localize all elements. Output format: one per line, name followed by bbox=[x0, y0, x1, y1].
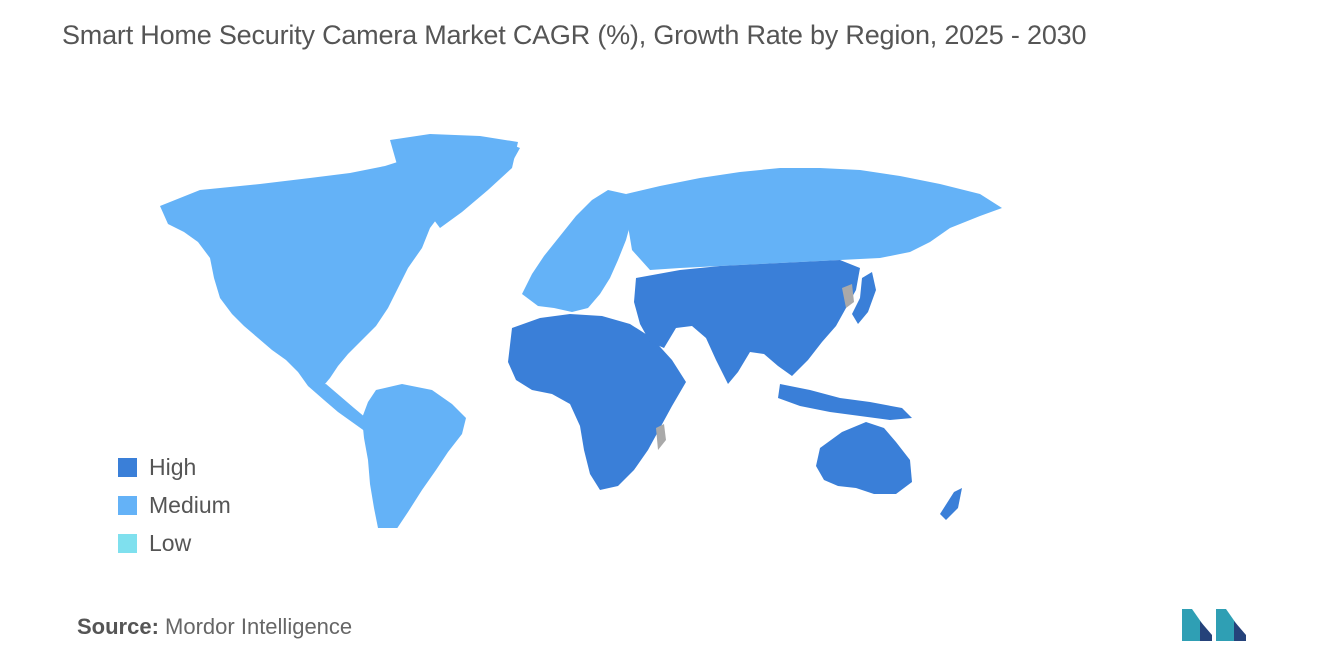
region-asia bbox=[634, 260, 860, 384]
legend-item-low: Low bbox=[118, 524, 231, 562]
legend-label-high: High bbox=[149, 453, 197, 480]
region-japan bbox=[852, 272, 876, 324]
region-korea bbox=[842, 284, 854, 308]
legend-label-low: Low bbox=[149, 529, 192, 556]
legend-swatch-medium bbox=[118, 495, 137, 515]
source-line: Source: Mordor Intelligence bbox=[77, 614, 352, 640]
region-madagascar bbox=[656, 424, 666, 450]
legend-swatch-high bbox=[118, 457, 137, 477]
region-europe bbox=[522, 190, 632, 312]
region-africa bbox=[508, 314, 686, 490]
world-map bbox=[160, 134, 1002, 528]
legend-item-medium: Medium bbox=[118, 486, 231, 524]
region-greenland bbox=[390, 134, 518, 228]
legend-label-medium: Medium bbox=[149, 491, 231, 518]
region-central-america bbox=[308, 384, 374, 432]
region-new-zealand bbox=[940, 488, 962, 520]
legend: High Medium Low bbox=[118, 448, 231, 562]
source-text: Mordor Intelligence bbox=[165, 614, 353, 639]
region-australia bbox=[816, 422, 912, 494]
legend-swatch-low bbox=[118, 533, 137, 553]
region-southeast-asia bbox=[778, 384, 912, 420]
region-russia bbox=[626, 168, 1002, 270]
region-south-america bbox=[362, 384, 466, 528]
legend-item-high: High bbox=[118, 448, 231, 486]
source-label: Source: bbox=[77, 614, 159, 639]
chart-title: Smart Home Security Camera Market CAGR (… bbox=[62, 20, 1087, 50]
mordor-intelligence-logo bbox=[1182, 609, 1246, 641]
